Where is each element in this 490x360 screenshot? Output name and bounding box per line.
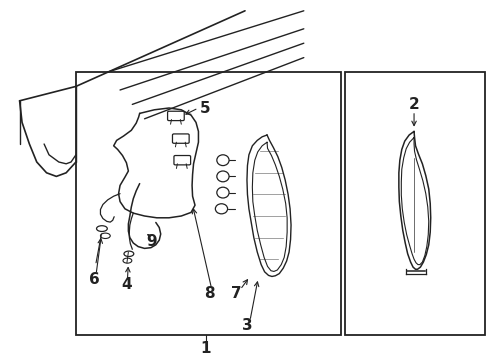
- Text: 8: 8: [204, 286, 215, 301]
- Text: 5: 5: [199, 100, 210, 116]
- Text: 1: 1: [200, 341, 211, 356]
- Bar: [345, 72, 485, 335]
- Text: 3: 3: [242, 318, 253, 333]
- Text: 2: 2: [409, 97, 419, 112]
- Text: 6: 6: [89, 271, 100, 287]
- Text: 4: 4: [121, 277, 132, 292]
- Text: 7: 7: [231, 286, 242, 301]
- Bar: [76, 72, 341, 335]
- Text: 9: 9: [147, 234, 157, 249]
